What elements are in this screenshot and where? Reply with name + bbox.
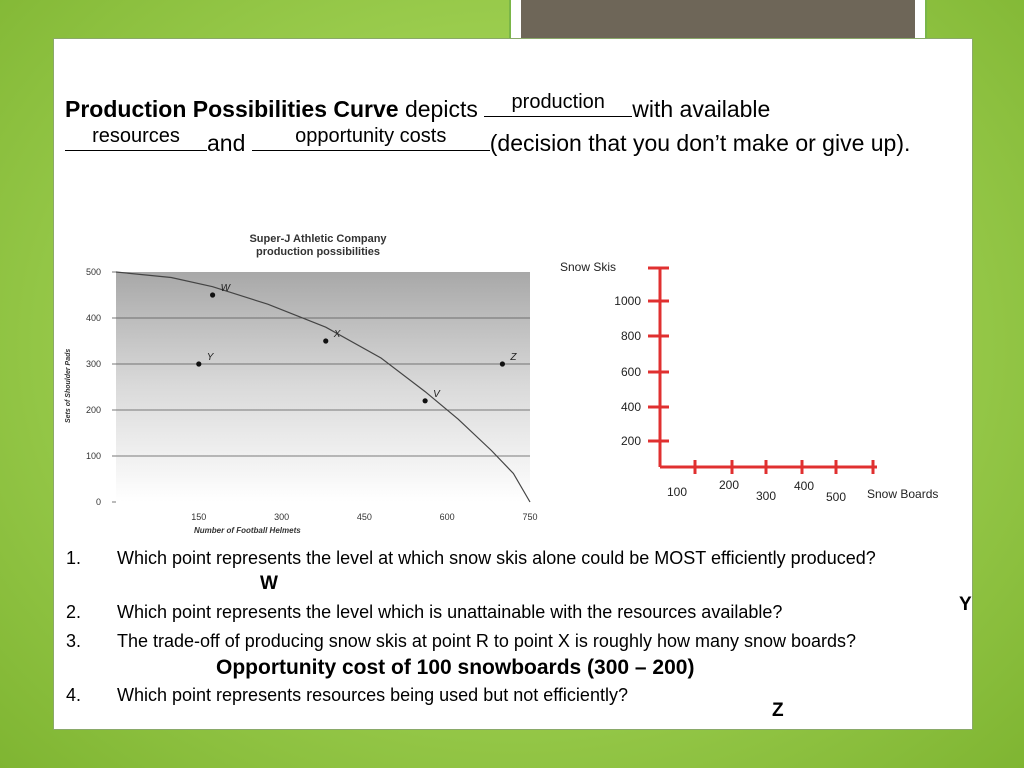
- ski-x-ticks: 100 200 300 400 500: [667, 460, 875, 504]
- intro-text-4: (decision that you don’t make or give up…: [489, 130, 911, 156]
- ski-y-tick-label: 400: [621, 400, 641, 414]
- ski-y-ticks: 200 400 600 800 1000: [614, 266, 669, 448]
- y-tick-label: 300: [86, 359, 101, 369]
- plot-area: [116, 272, 530, 502]
- ski-y-tick-label: 600: [621, 365, 641, 379]
- x-tick-label: 600: [440, 512, 455, 522]
- y-tick-labels: 0 100 200 300 400 500: [86, 267, 116, 507]
- blank-3: opportunity costs: [251, 125, 490, 151]
- chart-title-line1: Super-J Athletic Company: [249, 233, 387, 245]
- answer-1: W: [260, 573, 278, 594]
- ski-y-tick-label: 1000: [614, 294, 641, 308]
- blank-1: production: [484, 91, 633, 117]
- ski-x-tick-label: 300: [756, 489, 776, 503]
- answer-4: Z: [772, 700, 784, 721]
- gridlines: [116, 317, 530, 457]
- question-4-text: Which point represents resources being u…: [117, 685, 628, 705]
- snow-skis-label: Snow Skis: [560, 260, 616, 274]
- ski-x-tick-label: 100: [667, 485, 687, 499]
- question-3-number: 3.: [66, 631, 82, 651]
- x-tick-label: 750: [522, 512, 537, 522]
- question-3-text: The trade-off of producing snow skis at …: [117, 631, 857, 651]
- answer-3: Opportunity cost of 100 snowboards (300 …: [216, 656, 695, 679]
- point-w: [210, 292, 216, 298]
- point-z: [499, 361, 505, 367]
- blank-2: resources: [65, 125, 207, 151]
- y-tick-label: 0: [96, 497, 101, 507]
- intro-text-2: with available: [632, 96, 771, 122]
- ski-x-tick-label: 400: [794, 479, 814, 493]
- question-4-number: 4.: [66, 685, 82, 705]
- question-2-text: Which point represents the level which i…: [117, 602, 783, 622]
- point-label-y: Y: [207, 352, 215, 363]
- x-tick-label: 150: [191, 512, 206, 522]
- y-tick-label: 500: [86, 267, 101, 277]
- ski-x-tick-label: 200: [719, 478, 739, 492]
- x-axis-label: Number of Football Helmets: [194, 526, 301, 535]
- x-tick-labels: 150 300 450 600 750: [191, 512, 537, 522]
- chart-title-line2: production possibilities: [256, 246, 380, 258]
- y-axis-label: Sets of Shoulder Pads: [65, 349, 72, 423]
- blank-2-fill: resources: [92, 125, 180, 147]
- y-tick-label: 200: [86, 405, 101, 415]
- x-tick-label: 300: [274, 512, 289, 522]
- intro-text: Production Possibilities Curve depicts p…: [65, 92, 925, 160]
- answer-2: Y: [959, 594, 972, 615]
- point-label-z: Z: [509, 352, 517, 363]
- ppc-points: W X V Y Z: [196, 283, 517, 404]
- intro-title: Production Possibilities Curve: [65, 96, 399, 122]
- x-tick-label: 450: [357, 512, 372, 522]
- y-tick-label: 100: [86, 451, 101, 461]
- ski-x-tick-label: 500: [826, 490, 846, 504]
- point-label-x: X: [333, 329, 341, 340]
- y-tick-label: 400: [86, 313, 101, 323]
- blank-1-fill: production: [511, 91, 605, 113]
- ski-board-chart: Snow Skis 200 400 600 800 1000 100 200 300 400 5…: [560, 260, 938, 504]
- question-1-number: 1.: [66, 548, 82, 568]
- snow-boards-label: Snow Boards: [867, 487, 938, 501]
- ppc-curve: [115, 271, 531, 503]
- point-label-w: W: [221, 283, 232, 294]
- point-label-v: V: [433, 389, 441, 400]
- point-y: [196, 361, 202, 367]
- point-x: [323, 338, 329, 344]
- point-v: [422, 398, 428, 404]
- question-1-text: Which point represents the level at whic…: [117, 548, 876, 568]
- ski-y-tick-label: 800: [621, 329, 641, 343]
- intro-text-3: and: [207, 130, 252, 156]
- blank-3-fill: opportunity costs: [295, 125, 447, 147]
- question-2-number: 2.: [66, 602, 82, 622]
- intro-text-1: depicts: [398, 96, 485, 122]
- ppc-chart: Super-J Athletic Company production poss…: [65, 233, 538, 535]
- ski-y-tick-label: 200: [621, 434, 641, 448]
